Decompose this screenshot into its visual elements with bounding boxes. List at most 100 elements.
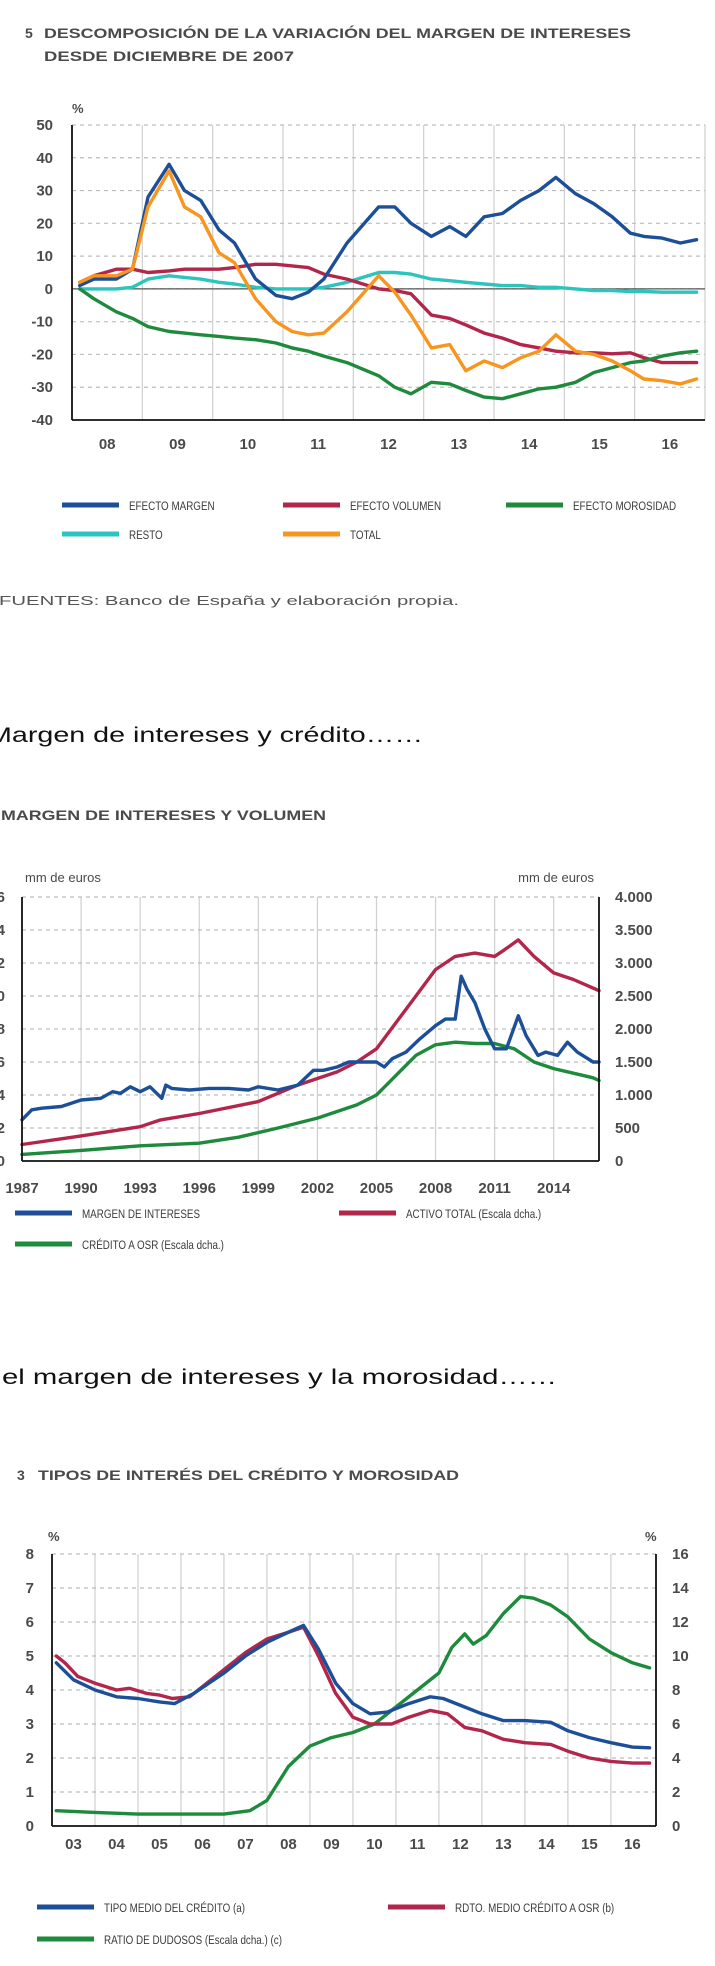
chart2-right-unit: mm de euros xyxy=(518,870,594,885)
y-tick-label-right: 4 xyxy=(672,1750,681,1767)
x-tick-label: 11 xyxy=(310,436,326,453)
x-tick-label: 1996 xyxy=(183,1180,216,1197)
y-tick-label-left: 30 xyxy=(36,183,53,200)
x-tick-label: 09 xyxy=(169,436,186,453)
legend-item: RDTO. MEDIO CRÉDITO A OSR (b) xyxy=(388,1901,614,1915)
series-line-1 xyxy=(20,938,601,1147)
chart3-left-unit: % xyxy=(48,1529,60,1544)
y-tick-label-left: -40 xyxy=(31,412,53,429)
chart2-left-unit: mm de euros xyxy=(25,870,101,885)
y-tick-label-left: -30 xyxy=(31,379,53,396)
legend-label: TOTAL xyxy=(350,529,381,542)
legend-label: ACTIVO TOTAL (Escala dcha.) xyxy=(406,1208,541,1221)
chart2-title: MARGEN DE INTERESES Y VOLUMEN xyxy=(1,807,326,823)
y-tick-label-right: 1.500 xyxy=(615,1054,653,1071)
y-tick-label-left: 8 xyxy=(26,1546,34,1563)
x-tick-label: 10 xyxy=(239,436,256,453)
y-tick-label-left: 12 xyxy=(0,955,5,972)
y-tick-label-left: 2 xyxy=(0,1120,5,1137)
y-tick-label-left: -10 xyxy=(31,314,53,331)
y-tick-label-left: 0 xyxy=(0,1153,5,1170)
y-tick-label-left: 4 xyxy=(26,1682,35,1699)
y-tick-label-right: 16 xyxy=(672,1546,689,1563)
series-line-2 xyxy=(54,1594,652,1816)
y-tick-label-left: 1 xyxy=(26,1784,34,1801)
sources-note: FUENTES: Banco de España y elaboración p… xyxy=(0,593,459,608)
series-line-3 xyxy=(78,270,699,294)
chart3-right-unit: % xyxy=(645,1529,657,1544)
legend-label: CRÉDITO A OSR (Escala dcha.) xyxy=(82,1238,224,1252)
y-tick-label-right: 2.000 xyxy=(615,1021,653,1038)
series-line-1 xyxy=(54,1625,652,1765)
y-tick-label-right: 12 xyxy=(672,1614,689,1631)
x-tick-label: 15 xyxy=(591,436,608,453)
legend-item: RESTO xyxy=(62,529,163,542)
chart1-y-unit: % xyxy=(72,101,84,116)
y-tick-label-right: 6 xyxy=(672,1716,680,1733)
y-tick-label-right: 8 xyxy=(672,1682,680,1699)
chart3-title: TIPOS DE INTERÉS DEL CRÉDITO Y MOROSIDAD xyxy=(38,1467,459,1483)
y-tick-label-left: 7 xyxy=(26,1580,34,1597)
y-tick-label-right: 500 xyxy=(615,1120,640,1137)
series-line-0 xyxy=(20,974,601,1122)
x-tick-label: 03 xyxy=(65,1836,82,1853)
x-tick-label: 07 xyxy=(237,1836,254,1853)
y-tick-label-left: 0 xyxy=(26,1818,34,1835)
heading-margen-morosidad: el margen de intereses y la morosidad…… xyxy=(2,1366,557,1389)
y-tick-label-left: 14 xyxy=(0,922,6,939)
legend-label: TIPO MEDIO DEL CRÉDITO (a) xyxy=(104,1901,245,1915)
y-tick-label-left: 6 xyxy=(26,1614,34,1631)
heading-margen-credito: Margen de intereses y crédito…… xyxy=(0,724,423,747)
legend-label: EFECTO MOROSIDAD xyxy=(573,500,676,513)
y-tick-label-left: 50 xyxy=(36,117,53,134)
x-tick-label: 13 xyxy=(450,436,467,453)
legend-item: RATIO DE DUDOSOS (Escala dcha.) (c) xyxy=(37,1934,282,1947)
legend-label: EFECTO VOLUMEN xyxy=(350,500,441,513)
x-tick-label: 09 xyxy=(323,1836,340,1853)
y-tick-label-left: 10 xyxy=(36,248,53,265)
x-tick-label: 1990 xyxy=(64,1180,97,1197)
y-tick-label-left: 8 xyxy=(0,1021,5,1038)
x-tick-label: 15 xyxy=(581,1836,598,1853)
y-tick-label-right: 2.500 xyxy=(615,988,653,1005)
chart1-title-line2: DESDE DICIEMBRE DE 2007 xyxy=(44,48,294,64)
x-tick-label: 1999 xyxy=(242,1180,275,1197)
y-tick-label-right: 3.500 xyxy=(615,922,653,939)
y-tick-label-left: 2 xyxy=(26,1750,34,1767)
x-tick-label: 2011 xyxy=(478,1180,511,1197)
x-tick-label: 2005 xyxy=(360,1180,393,1197)
chart2-plot: 16 14 12 10 8 6 4 2 0 4.000 3.500 3.000 2.500 2.000 1.… xyxy=(0,889,653,1252)
y-tick-label-right: 2 xyxy=(672,1784,680,1801)
y-tick-label-left: 0 xyxy=(45,281,53,298)
x-tick-label: 2002 xyxy=(301,1180,334,1197)
legend-item: MARGEN DE INTERESES xyxy=(15,1208,200,1221)
x-tick-label: 14 xyxy=(538,1836,555,1853)
x-tick-label: 16 xyxy=(661,436,678,453)
legend-label: RDTO. MEDIO CRÉDITO A OSR (b) xyxy=(455,1901,614,1915)
legend-label: RESTO xyxy=(129,529,163,542)
x-tick-label: 04 xyxy=(108,1836,125,1853)
y-tick-label-left: 4 xyxy=(0,1087,6,1104)
legend-item: EFECTO MOROSIDAD xyxy=(506,500,676,513)
series-line-2 xyxy=(78,287,699,401)
legend-item: CRÉDITO A OSR (Escala dcha.) xyxy=(15,1238,224,1252)
legend-item: ACTIVO TOTAL (Escala dcha.) xyxy=(339,1208,541,1221)
y-tick-label-left: 40 xyxy=(36,150,53,167)
legend-label: RATIO DE DUDOSOS (Escala dcha.) (c) xyxy=(104,1934,282,1947)
legend-item: TOTAL xyxy=(283,529,381,542)
x-tick-label: 2008 xyxy=(419,1180,452,1197)
y-tick-label-left: 10 xyxy=(0,988,5,1005)
chart3-number: 3 xyxy=(17,1467,25,1483)
legend-item: TIPO MEDIO DEL CRÉDITO (a) xyxy=(37,1901,245,1915)
y-tick-label-right: 4.000 xyxy=(615,889,653,906)
chart1-title: DESCOMPOSICIÓN DE LA VARIACIÓN DEL MARGE… xyxy=(44,24,631,41)
x-tick-label: 1993 xyxy=(123,1180,156,1197)
y-tick-label-left: 6 xyxy=(0,1054,5,1071)
series-line-0 xyxy=(78,162,699,301)
x-tick-label: 08 xyxy=(99,436,116,453)
y-tick-label-left: -20 xyxy=(31,346,53,363)
x-tick-label: 06 xyxy=(194,1836,211,1853)
chart1-plot: 50 40 30 20 10 0 -10 -20 -30 -40 08 09 10 11 12 13 14 15 1… xyxy=(31,117,706,542)
y-tick-label-right: 14 xyxy=(672,1580,689,1597)
